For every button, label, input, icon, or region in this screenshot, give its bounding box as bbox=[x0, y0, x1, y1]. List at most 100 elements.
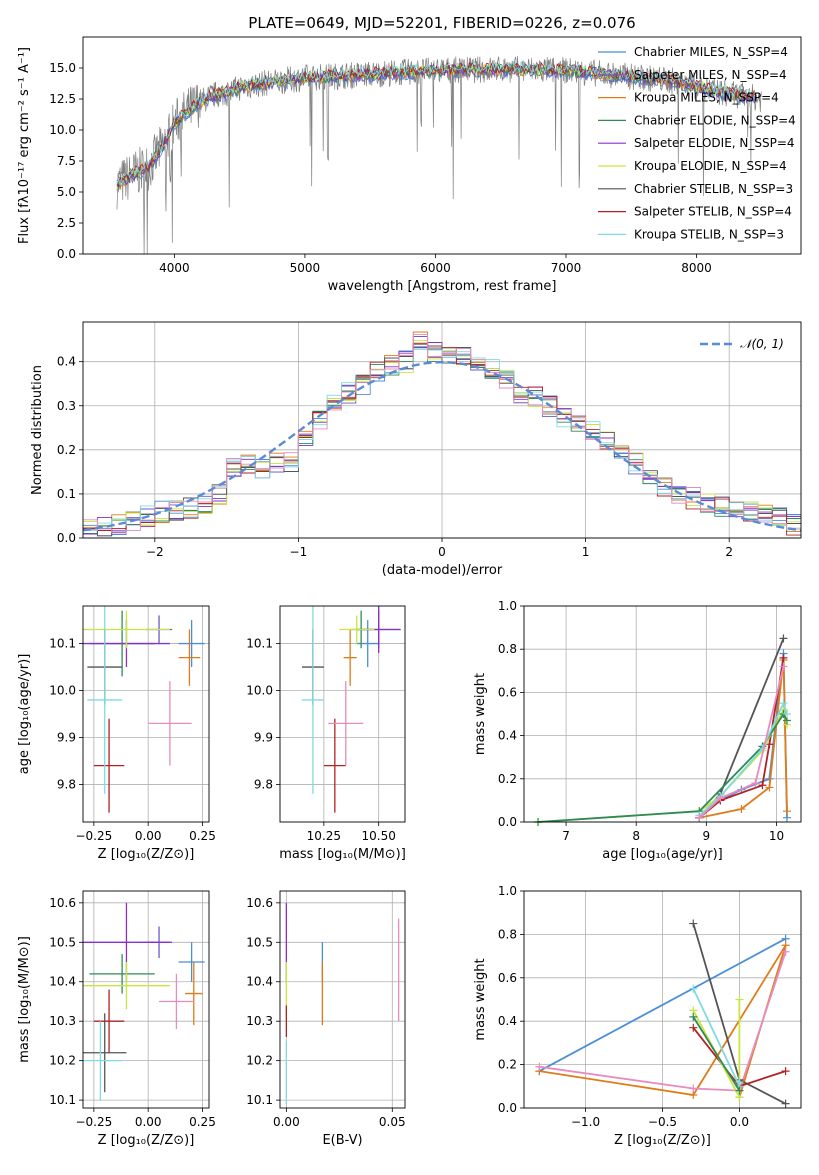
y-tick-label: 15.0 bbox=[49, 61, 76, 75]
y-tick-label: 0.6 bbox=[498, 971, 517, 985]
weight-marker bbox=[781, 947, 790, 956]
y-tick-label: 10.1 bbox=[49, 1093, 76, 1107]
weight-marker bbox=[779, 662, 788, 671]
y-tick-label: 0.0 bbox=[498, 815, 517, 829]
x-tick-label: 0.00 bbox=[135, 1115, 162, 1129]
weight-marker bbox=[779, 653, 788, 662]
y-tick-label: 10.1 bbox=[246, 1093, 273, 1107]
errorbar-point bbox=[178, 629, 201, 686]
errorbar-point bbox=[178, 942, 205, 982]
legend-label: Salpeter MILES, N_SSP=4 bbox=[634, 68, 787, 82]
y-tick-label: 10.3 bbox=[49, 1014, 76, 1028]
y-tick-label: 10.4 bbox=[246, 975, 273, 989]
weight-marker bbox=[689, 1012, 698, 1021]
axes-frame-7 bbox=[523, 890, 802, 1109]
histogram-9 bbox=[83, 334, 801, 534]
weight-marker bbox=[689, 919, 698, 928]
weight-marker bbox=[735, 995, 744, 1004]
y-tick-label: 0.4 bbox=[57, 355, 76, 369]
weight-line-2 bbox=[539, 951, 787, 1092]
y-axis-label: Flux [fλ10⁻¹⁷ erg cm⁻² s⁻¹ A⁻¹] bbox=[17, 47, 32, 244]
y-tick-label: 12.5 bbox=[49, 92, 76, 106]
legend-label: Salpeter ELODIE, N_SSP=4 bbox=[634, 136, 795, 150]
y-tick-label: 10.6 bbox=[49, 896, 76, 910]
y-tick-label: 0.0 bbox=[57, 531, 76, 545]
y-tick-label: 0.8 bbox=[498, 642, 517, 656]
y-axis-label: mass weight bbox=[473, 673, 488, 755]
errorbar-point bbox=[185, 962, 203, 1026]
y-tick-label: 7.5 bbox=[57, 154, 76, 168]
legend-label: Kroupa ELODIE, N_SSP=4 bbox=[634, 159, 787, 173]
x-tick-label: 7 bbox=[562, 829, 570, 843]
errorbar-point bbox=[83, 962, 170, 1010]
legend-label: 𝒩(0, 1) bbox=[740, 337, 784, 351]
normal-curve bbox=[83, 360, 801, 532]
weight-marker bbox=[782, 807, 791, 816]
x-tick-label: 6000 bbox=[420, 261, 451, 275]
y-tick-label: 0.2 bbox=[498, 1058, 517, 1072]
y-tick-label: 9.9 bbox=[254, 730, 273, 744]
y-tick-label: 5.0 bbox=[57, 185, 76, 199]
errorbar-point bbox=[83, 1021, 123, 1101]
legend-label: Salpeter STELIB, N_SSP=4 bbox=[634, 205, 792, 219]
axes-0 bbox=[79, 67, 697, 258]
x-tick-label: −0.5 bbox=[648, 1115, 677, 1129]
y-tick-label: 0.0 bbox=[57, 247, 76, 261]
errorbar-point bbox=[148, 681, 192, 766]
weight-marker bbox=[765, 740, 774, 749]
axes-6 bbox=[276, 891, 405, 1112]
weight-marker bbox=[716, 794, 725, 803]
legend-label: Chabrier ELODIE, N_SSP=4 bbox=[634, 113, 796, 127]
y-tick-label: 0.0 bbox=[498, 1101, 517, 1115]
errorbar-point bbox=[159, 973, 194, 1030]
errorbar-point bbox=[328, 681, 364, 766]
y-tick-label: 9.8 bbox=[57, 777, 76, 791]
x-axis-label: Z [log₁₀(Z/Z⊙)] bbox=[98, 847, 195, 862]
errorbar-point bbox=[83, 1013, 127, 1093]
weight-marker bbox=[735, 1086, 744, 1095]
weight-marker bbox=[781, 1067, 790, 1076]
y-tick-label: 0.6 bbox=[498, 685, 517, 699]
y-tick-label: 0.2 bbox=[57, 443, 76, 457]
model-spectrum-7 bbox=[116, 61, 755, 189]
x-axis-label: E(B-V) bbox=[322, 1133, 362, 1148]
y-tick-label: 9.9 bbox=[57, 730, 76, 744]
legend-label: Kroupa MILES, N_SSP=4 bbox=[634, 91, 779, 105]
axes-frame-4 bbox=[523, 605, 802, 823]
axes-frame-6 bbox=[279, 890, 406, 1109]
errorbar-point bbox=[356, 620, 379, 668]
weight-marker bbox=[765, 783, 774, 792]
y-tick-label: 0.1 bbox=[57, 487, 76, 501]
axes-frame-0 bbox=[82, 36, 802, 255]
x-tick-label: 0.00 bbox=[273, 1115, 300, 1129]
y-tick-label: 10.3 bbox=[246, 1014, 273, 1028]
x-tick-label: −0.25 bbox=[75, 1115, 112, 1129]
y-tick-label: 2.5 bbox=[57, 216, 76, 230]
y-axis-label: mass [log₁₀(M/M⊙)] bbox=[17, 936, 32, 1063]
y-tick-label: 10.0 bbox=[49, 123, 76, 137]
axes-frame-1 bbox=[82, 321, 802, 539]
x-tick-label: 5000 bbox=[290, 261, 321, 275]
errorbar-point bbox=[87, 606, 123, 794]
y-tick-label: 10.1 bbox=[49, 637, 76, 651]
weight-marker bbox=[751, 779, 760, 788]
y-tick-label: 10.4 bbox=[49, 975, 76, 989]
axes-4 bbox=[520, 605, 801, 826]
x-tick-label: −0.25 bbox=[75, 829, 112, 843]
x-axis-label: wavelength [Angstrom, rest frame] bbox=[328, 279, 557, 294]
weight-line-0 bbox=[538, 937, 787, 1072]
x-tick-label: 0.00 bbox=[135, 829, 162, 843]
errorbar-point bbox=[93, 989, 125, 1053]
x-tick-label: 8000 bbox=[681, 261, 712, 275]
y-tick-label: 10.6 bbox=[246, 896, 273, 910]
x-tick-label: 1 bbox=[582, 545, 590, 559]
weight-line-7 bbox=[692, 1016, 741, 1092]
x-tick-label: 0.05 bbox=[379, 1115, 406, 1129]
x-tick-label: 8 bbox=[632, 829, 640, 843]
y-tick-label: 10.5 bbox=[246, 935, 273, 949]
y-tick-label: 0.8 bbox=[498, 927, 517, 941]
y-tick-label: 10.0 bbox=[49, 684, 76, 698]
legend-label: Kroupa STELIB, N_SSP=3 bbox=[634, 227, 784, 241]
legend-label: Chabrier MILES, N_SSP=4 bbox=[634, 45, 788, 59]
x-tick-label: 0.25 bbox=[189, 1115, 216, 1129]
